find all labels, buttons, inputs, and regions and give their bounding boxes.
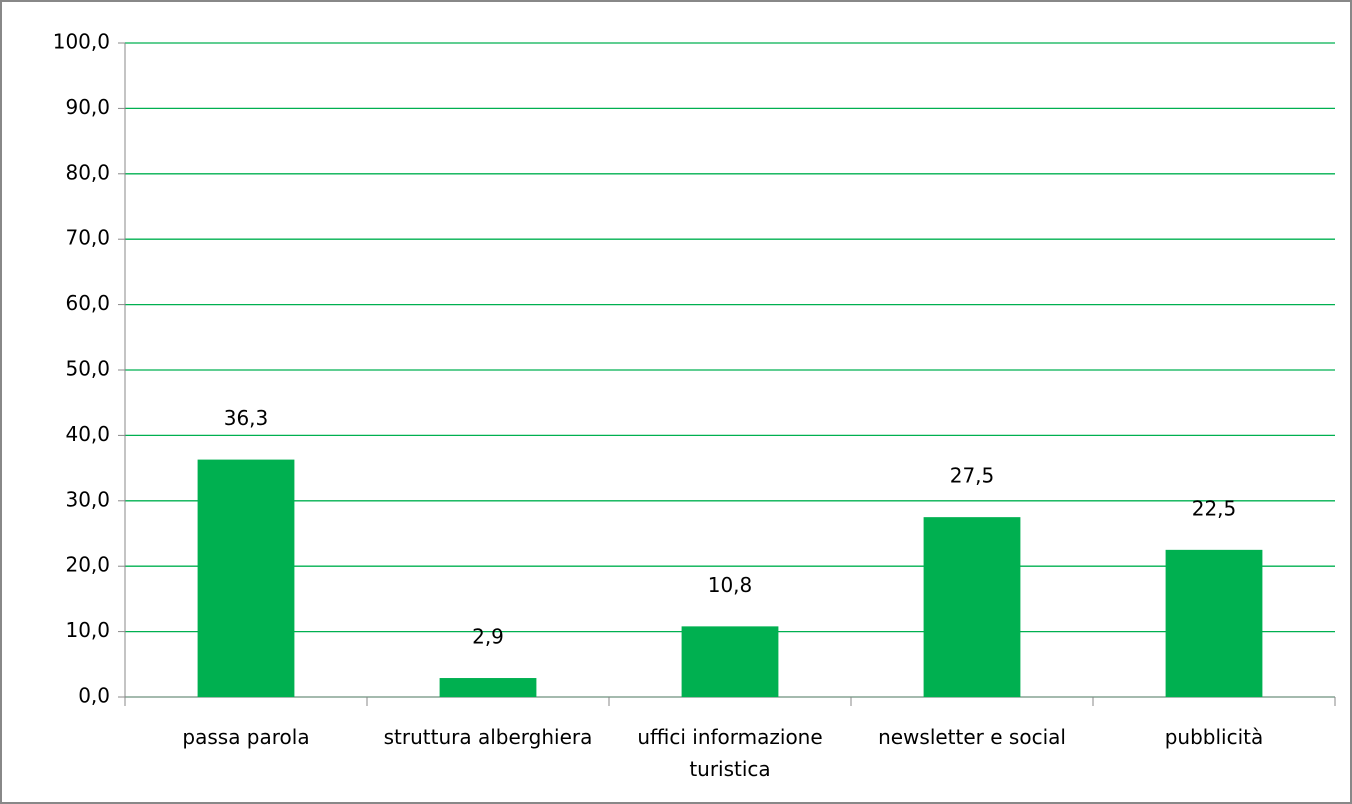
y-tick-label: 60,0 [65, 291, 110, 315]
y-tick-label: 10,0 [65, 618, 110, 642]
x-tick-label: newsletter e social [878, 725, 1066, 749]
value-label: 10,8 [708, 573, 753, 597]
bar [923, 517, 1021, 697]
bar [681, 626, 779, 697]
x-tick-label: passa parola [182, 725, 310, 749]
y-tick-label: 40,0 [65, 422, 110, 446]
y-tick-label: 30,0 [65, 487, 110, 511]
y-tick-label: 90,0 [65, 95, 110, 119]
bar [197, 459, 295, 697]
x-tick-label: struttura alberghiera [383, 725, 593, 749]
x-tick-label: pubblicità [1164, 725, 1264, 749]
y-tick-label: 100,0 [53, 30, 110, 54]
y-tick-label: 80,0 [65, 160, 110, 184]
y-tick-label: 0,0 [78, 684, 110, 708]
y-tick-label: 50,0 [65, 357, 110, 381]
value-label: 2,9 [472, 625, 504, 649]
x-tick-label: uffici informazione turistica [637, 725, 823, 781]
y-tick-label: 20,0 [65, 553, 110, 577]
value-label: 27,5 [950, 464, 995, 488]
value-label: 36,3 [224, 406, 269, 430]
bar [439, 678, 537, 697]
bar [1165, 549, 1263, 697]
y-tick-label: 70,0 [65, 226, 110, 250]
value-label: 22,5 [1192, 496, 1237, 520]
